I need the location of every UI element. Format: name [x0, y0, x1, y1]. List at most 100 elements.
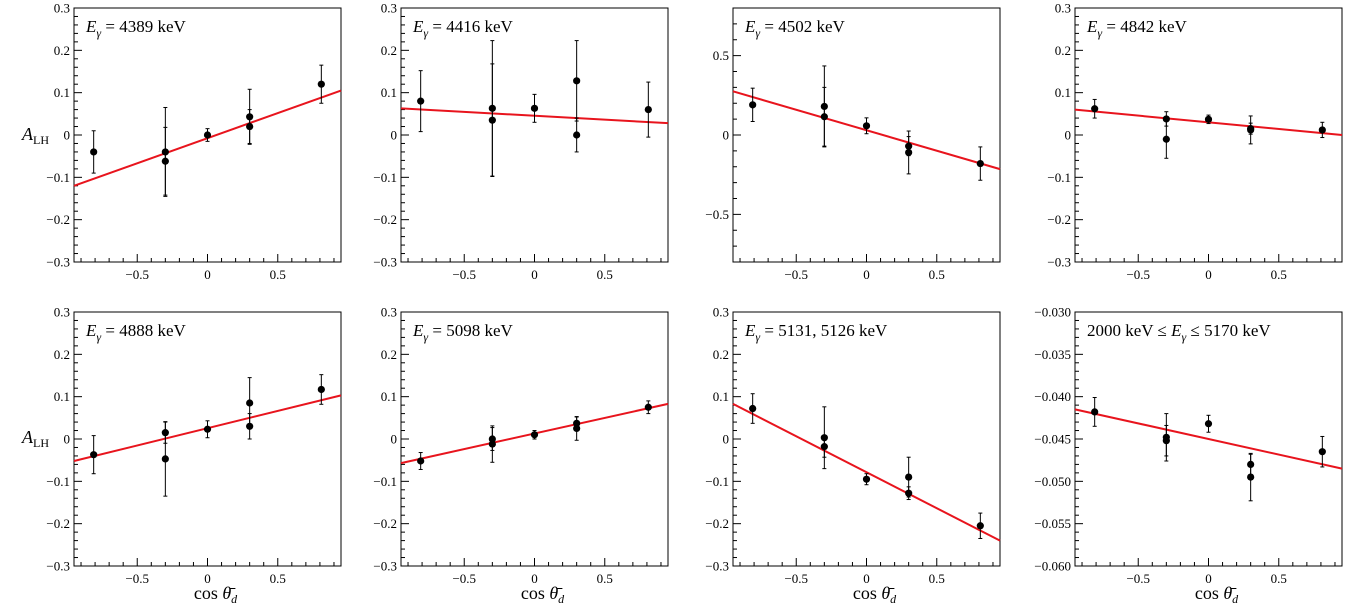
- data-point: [530, 431, 539, 439]
- y-tick-label: −0.2: [373, 212, 397, 227]
- data-point: [417, 97, 425, 105]
- y-tick-label: 0: [64, 432, 71, 447]
- data-point: [530, 104, 539, 112]
- panel-title: Eγ = 4502 keV: [744, 17, 846, 40]
- y-tick-label: 0.5: [713, 48, 729, 63]
- y-tick-label: 0.2: [54, 43, 70, 58]
- y-tick-label: −0.1: [373, 170, 397, 185]
- x-tick-label: −0.5: [125, 267, 149, 282]
- data-point: [573, 419, 581, 427]
- data-point: [644, 403, 652, 411]
- y-axis-label-top: ALH: [21, 124, 49, 147]
- panel-title: Eγ = 5131, 5126 keV: [744, 321, 888, 344]
- data-point: [1318, 126, 1326, 134]
- data-point: [749, 404, 757, 413]
- x-tick-label: 0: [531, 571, 538, 586]
- data-point: [246, 399, 254, 407]
- x-tick-label: 0: [1205, 267, 1212, 282]
- data-point: [1091, 408, 1099, 416]
- x-tick-label: 0: [863, 267, 870, 282]
- y-tick-label: 0: [723, 128, 730, 143]
- plot-frame: [732, 311, 1001, 567]
- y-tick-label: 0: [723, 432, 730, 447]
- y-tick-label: 0.3: [54, 1, 70, 16]
- panel-1: −0.5 0 0.5 −0.3 −0.2 −0.1 0 0.1 0.2 0.3 Eγ = 4389 …: [46, 1, 342, 282]
- y-tick-label: −0.045: [1034, 432, 1071, 447]
- y-tick-label: 0: [391, 432, 398, 447]
- fit-line: [732, 402, 1001, 542]
- plot-frame: [1074, 7, 1343, 263]
- panel-4: −0.5 0 0.5 −0.3 −0.2 −0.1 0 0.1 0.2 0.3 Eγ = 4842 …: [1047, 1, 1343, 282]
- y-tick-label: 0.2: [381, 347, 397, 362]
- x-tick-label: −0.5: [1126, 267, 1150, 282]
- y-tick-label: 0.1: [1055, 85, 1071, 100]
- data-point: [246, 122, 254, 131]
- y-tick-label: −0.2: [1047, 212, 1071, 227]
- y-tick-label: −0.035: [1034, 347, 1071, 362]
- x-axis-label: cos θ̄d: [853, 583, 897, 606]
- data-point: [417, 457, 425, 465]
- y-tick-label: 0.3: [381, 305, 397, 320]
- y-tick-label: −0.1: [373, 474, 397, 489]
- x-tick-label: 0: [1205, 571, 1212, 586]
- x-tick-label: −0.5: [125, 571, 149, 586]
- y-axis-label-bottom: ALH: [21, 427, 49, 450]
- data-point: [1162, 135, 1170, 143]
- y-tick-label: −0.3: [373, 255, 397, 270]
- x-axis-label: cos θ̄d: [194, 583, 238, 606]
- x-axis-label: cos θ̄d: [1195, 583, 1239, 606]
- data-point: [161, 157, 169, 165]
- data-point: [90, 148, 98, 156]
- y-tick-label: 0: [1065, 128, 1072, 143]
- data-point: [1204, 115, 1213, 123]
- y-tick-label: 0.1: [54, 389, 70, 404]
- y-tick-label: −0.050: [1034, 474, 1071, 489]
- y-tick-label: −0.3: [46, 255, 70, 270]
- y-tick-label: 0.1: [381, 85, 397, 100]
- x-tick-label: 0: [863, 571, 870, 586]
- x-tick-label: 0.5: [270, 571, 286, 586]
- y-tick-label: 0.3: [713, 305, 729, 320]
- y-tick-label: 0: [64, 128, 71, 143]
- data-point: [203, 131, 212, 139]
- y-tick-label: 0.1: [381, 389, 397, 404]
- panel-title: Eγ = 4888 keV: [85, 321, 187, 344]
- data-point: [820, 113, 828, 121]
- panel-title: Eγ = 5098 keV: [412, 321, 514, 344]
- data-point: [905, 489, 913, 497]
- data-point: [1162, 115, 1170, 123]
- panel-title: Eγ = 4416 keV: [412, 17, 514, 40]
- y-tick-label: −0.1: [46, 474, 70, 489]
- data-point: [573, 77, 581, 85]
- plot-frame: [73, 311, 342, 567]
- plot-frame: [732, 7, 1001, 263]
- x-tick-label: 0: [531, 267, 538, 282]
- x-tick-label: 0.5: [270, 267, 286, 282]
- y-tick-label: 0.1: [54, 85, 70, 100]
- panel-title: 2000 keV ≤ Eγ ≤ 5170 keV: [1087, 321, 1271, 344]
- y-tick-label: 0.2: [381, 43, 397, 58]
- x-tick-label: −0.5: [784, 267, 808, 282]
- panel-3: −0.5 0 0.5 −0.5 0 0.5 Eγ = 4502 keV: [705, 7, 1001, 282]
- y-tick-label: 0.3: [54, 305, 70, 320]
- data-point: [862, 122, 871, 130]
- y-tick-label: −0.5: [705, 207, 729, 222]
- x-tick-label: −0.5: [452, 571, 476, 586]
- data-point: [749, 101, 757, 109]
- data-point: [317, 385, 325, 394]
- y-tick-label: −0.1: [705, 474, 729, 489]
- y-tick-label: −0.030: [1034, 305, 1071, 320]
- x-tick-label: 0.5: [1271, 571, 1287, 586]
- panel-6: −0.5 0 0.5 −0.3 −0.2 −0.1 0 0.1 0.2 0.3 Eγ = 5098 …: [373, 305, 669, 586]
- y-tick-label: −0.060: [1034, 559, 1071, 574]
- x-tick-label: −0.5: [784, 571, 808, 586]
- data-point: [862, 475, 871, 483]
- y-tick-label: −0.3: [1047, 255, 1071, 270]
- x-tick-label: 0: [204, 571, 211, 586]
- panel-7: −0.5 0 0.5 −0.3 −0.2 −0.1 0 0.1 0.2 0.3 Eγ = 5131,…: [705, 305, 1001, 586]
- y-tick-label: −0.055: [1034, 516, 1071, 531]
- data-point: [976, 159, 984, 168]
- x-tick-label: 0.5: [929, 267, 945, 282]
- x-tick-label: 0.5: [597, 571, 613, 586]
